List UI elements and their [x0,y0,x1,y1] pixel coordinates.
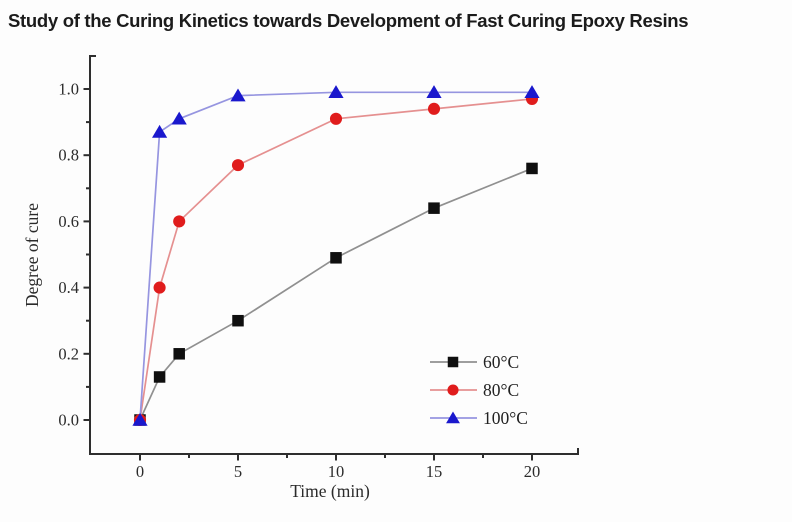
x-tick-label: 20 [524,462,541,481]
series-line [139,167,533,421]
y-tick-label: 0.6 [58,212,79,231]
triangle-marker [426,85,442,99]
series-100c [132,85,540,426]
x-tick-label: 0 [136,462,144,481]
circle-marker [153,281,166,294]
y-axis-label: Degree of cure [22,203,42,307]
legend-label: 80°C [483,380,519,400]
square-marker [447,356,459,368]
legend-item: 100°C [430,408,528,428]
y-tick-label: 0.4 [58,278,79,297]
x-axis-ticks: 0 5 10 15 20 [136,448,579,481]
triangle-marker [171,111,187,125]
series-60c [134,162,538,426]
square-marker [330,252,342,264]
square-marker [153,371,166,383]
square-marker [428,202,440,214]
circle-marker [173,215,186,228]
legend-item: 60°C [430,352,519,372]
triangle-marker [446,411,460,424]
circle-marker [427,102,441,115]
x-tick-label: 5 [234,462,242,481]
y-tick-label: 0.2 [58,344,79,363]
x-tick-label: 10 [328,462,345,481]
series-80c [133,92,539,427]
y-tick-label: 1.0 [58,80,79,99]
triangle-marker [524,85,540,99]
square-marker [173,348,185,360]
square-marker [526,162,538,175]
legend: 60°C 80°C 100°C [430,352,528,428]
triangle-marker [328,85,344,99]
legend-item: 80°C [430,380,519,400]
circle-marker [329,112,343,125]
triangle-marker [132,412,148,426]
triangle-marker [152,124,168,138]
y-axis-ticks: 0.0 0.2 0.4 0.6 0.8 1.0 [58,55,96,430]
circle-marker [447,384,459,396]
x-tick-label: 15 [426,462,443,481]
square-marker [232,314,244,327]
x-axis-label: Time (min) [290,481,370,501]
circle-marker [231,159,245,172]
chart-title: Study of the Curing Kinetics towards Dev… [8,10,689,31]
legend-label: 60°C [483,352,519,372]
y-tick-label: 0.0 [58,411,79,430]
triangle-marker [230,88,246,102]
legend-label: 100°C [483,408,528,428]
y-tick-label: 0.8 [58,146,79,165]
